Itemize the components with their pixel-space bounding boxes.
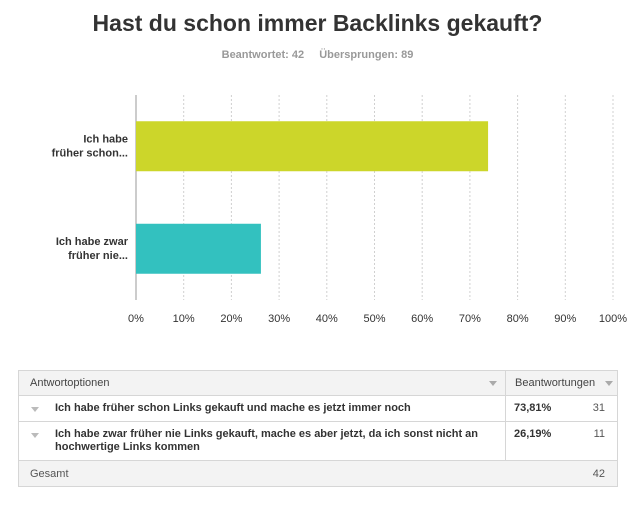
bar xyxy=(136,121,489,172)
x-tick-label: 90% xyxy=(554,313,576,325)
options-sort-icon[interactable] xyxy=(489,381,497,386)
total-count: 42 xyxy=(592,467,605,480)
answer-count: 31 xyxy=(592,402,605,414)
x-tick-label: 20% xyxy=(220,313,242,325)
answer-label: Ich habe früher schon Links gekauft und … xyxy=(55,402,411,414)
answer-percent: 73,81% xyxy=(505,396,567,421)
results-table: Antwortoptionen Beantwortungen Ich habe … xyxy=(18,370,618,487)
x-tick-label: 50% xyxy=(363,313,385,325)
answer-option: Ich habe zwar früher nie Links gekauft, … xyxy=(19,422,505,460)
expand-icon[interactable] xyxy=(31,407,39,412)
y-category-label: früher nie... xyxy=(68,250,128,262)
x-tick-label: 70% xyxy=(459,313,481,325)
total-label: Gesamt xyxy=(30,467,69,480)
y-category-label: Ich habe xyxy=(83,133,128,145)
bar xyxy=(136,223,261,274)
answered-count: Beantwortet: 42 xyxy=(221,49,305,61)
table-header: Antwortoptionen Beantwortungen xyxy=(19,371,617,395)
x-tick-label: 10% xyxy=(173,313,195,325)
answer-count: 11 xyxy=(593,428,605,440)
y-category-label: früher schon... xyxy=(52,147,128,159)
answer-percent: 26,19% xyxy=(505,422,567,460)
responses-header-label: Beantwortungen xyxy=(515,377,596,389)
skipped-count: Übersprungen: 89 xyxy=(319,49,414,61)
answer-label: Ich habe zwar früher nie Links gekauft, … xyxy=(55,428,479,453)
x-tick-label: 40% xyxy=(316,313,338,325)
x-tick-label: 60% xyxy=(411,313,433,325)
response-stats: Beantwortet: 42 Übersprungen: 89 xyxy=(0,49,635,61)
table-row: Ich habe früher schon Links gekauft und … xyxy=(19,395,617,421)
responses-header[interactable]: Beantwortungen xyxy=(505,371,617,395)
x-tick-label: 80% xyxy=(507,313,529,325)
x-tick-label: 100% xyxy=(599,313,627,325)
survey-title: Hast du schon immer Backlinks gekauft? xyxy=(92,10,543,36)
x-tick-label: 0% xyxy=(128,313,144,325)
answer-option: Ich habe früher schon Links gekauft und … xyxy=(19,396,505,421)
x-tick-label: 30% xyxy=(268,313,290,325)
responses-sort-icon[interactable] xyxy=(605,381,613,386)
expand-icon[interactable] xyxy=(31,433,39,438)
options-header[interactable]: Antwortoptionen xyxy=(19,371,505,395)
bar-chart: 0% 10% 20% 30% 40% 50% 60% 70% 80% 90% 100% Ich hab… xyxy=(52,95,627,325)
table-footer: Gesamt 42 xyxy=(19,460,617,486)
options-header-label: Antwortoptionen xyxy=(30,377,110,389)
table-row: Ich habe zwar früher nie Links gekauft, … xyxy=(19,421,617,460)
y-category-label: Ich habe zwar xyxy=(56,236,129,248)
